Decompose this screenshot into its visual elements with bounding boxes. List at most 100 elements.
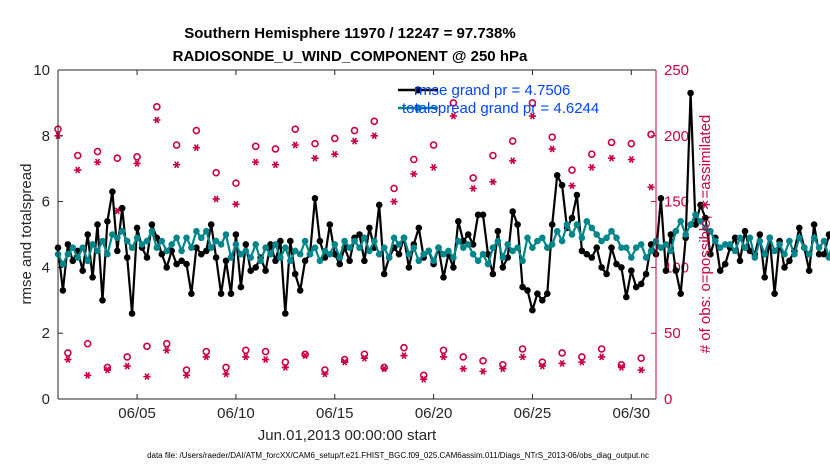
- totalspread-point: [455, 237, 462, 245]
- rmse-point: [593, 244, 600, 251]
- totalspread-point: [371, 237, 378, 245]
- totalspread-point: [366, 247, 373, 255]
- totalspread-point: [613, 234, 620, 242]
- totalspread-point: [247, 254, 254, 261]
- obs-assimilated-point: [133, 159, 141, 167]
- rmse-point: [79, 267, 86, 275]
- totalspread-point: [440, 250, 447, 258]
- obs-possible-point: [508, 137, 517, 145]
- totalspread-point: [341, 237, 348, 245]
- obs-assimilated-point: [93, 158, 102, 166]
- rmse-point: [207, 221, 215, 228]
- totalspread-point: [351, 237, 358, 245]
- rmse-point: [375, 201, 383, 209]
- rmse-point: [193, 244, 200, 251]
- rmse-point: [499, 264, 507, 271]
- totalspread-point: [524, 234, 531, 242]
- obs-assimilated-point: [212, 195, 220, 203]
- obs-possible-point: [64, 349, 72, 357]
- rmse-point: [825, 231, 830, 238]
- obs-assimilated-point: [192, 144, 200, 152]
- obs-possible-point: [597, 345, 606, 353]
- rmse-point: [494, 227, 502, 235]
- x-tick-label: 06/10: [217, 405, 255, 422]
- rmse-point: [578, 247, 586, 255]
- rmse-point: [692, 221, 699, 228]
- rmse-point: [519, 283, 526, 291]
- totalspread-point: [766, 234, 773, 242]
- totalspread-point: [445, 247, 452, 255]
- obs-assimilated-point: [568, 182, 576, 190]
- rmse-point: [242, 241, 250, 248]
- totalspread-point: [642, 254, 650, 261]
- totalspread-point: [311, 244, 319, 251]
- totalspread-point: [662, 241, 670, 248]
- totalspread-point: [712, 237, 719, 245]
- totalspread-point: [509, 247, 516, 255]
- obs-assimilated-point: [331, 150, 339, 158]
- y-right-tick-label: 150: [664, 194, 689, 211]
- totalspread-point: [84, 257, 91, 265]
- rmse-point: [158, 250, 166, 258]
- y-left-tick-label: 2: [42, 325, 50, 342]
- totalspread-point: [94, 247, 101, 255]
- rmse-point: [336, 260, 344, 268]
- rmse-point: [746, 247, 754, 255]
- totalspread-point: [469, 250, 477, 258]
- totalspread-point: [277, 254, 284, 261]
- rmse-point: [697, 201, 704, 209]
- legend-rmse-marker: [414, 86, 422, 94]
- obs-possible-point: [212, 168, 220, 177]
- obs-possible-point: [637, 354, 645, 363]
- y-right-tick-label: 250: [664, 62, 689, 79]
- totalspread-point: [534, 237, 541, 245]
- totalspread-point: [321, 247, 329, 255]
- rmse-point: [731, 234, 739, 242]
- totalspread-point: [810, 234, 818, 242]
- totalspread-point: [815, 244, 823, 251]
- totalspread-point: [736, 234, 744, 242]
- rmse-point: [469, 241, 477, 248]
- obs-possible-point: [281, 358, 290, 366]
- rmse-point: [104, 218, 111, 225]
- rmse-point: [514, 221, 521, 228]
- rmse-series: [54, 89, 830, 317]
- footer-note: data file: /Users/raeder/DAI/ATM_forcXX/…: [147, 451, 649, 460]
- totalspread-point: [771, 247, 778, 255]
- rmse-point: [212, 254, 220, 261]
- totalspread-point: [173, 234, 180, 242]
- rmse-point: [721, 260, 729, 268]
- rmse-point: [301, 257, 309, 265]
- totalspread-point: [118, 227, 126, 235]
- obs-possible-point: [123, 353, 131, 361]
- totalspread-point: [474, 257, 482, 265]
- rmse-point: [771, 290, 778, 298]
- obs-assimilated-point: [123, 362, 131, 370]
- rmse-point: [529, 306, 536, 314]
- totalspread-point: [791, 250, 798, 258]
- obs-possible-point: [607, 138, 616, 147]
- rmse-point: [114, 247, 121, 255]
- totalspread-point: [133, 234, 141, 242]
- obs-assimilated-point: [489, 178, 497, 186]
- rmse-point: [460, 237, 467, 245]
- rmse-point: [173, 260, 180, 268]
- rmse-point: [366, 224, 373, 232]
- totalspread-point: [207, 244, 215, 251]
- y-right-tick-label: 200: [664, 128, 689, 145]
- totalspread-point: [203, 227, 210, 235]
- rmse-point: [252, 264, 259, 271]
- totalspread-point: [99, 237, 106, 245]
- totalspread-point: [420, 250, 428, 258]
- obs-assimilated-point: [548, 145, 556, 153]
- totalspread-point: [637, 241, 645, 248]
- totalspread-point: [519, 257, 526, 265]
- obs-assimilated-point: [430, 163, 438, 171]
- totalspread-point: [578, 234, 586, 242]
- obs-possible-point: [222, 363, 230, 372]
- obs-assimilated-point: [479, 367, 487, 375]
- totalspread-point: [672, 227, 680, 235]
- obs-assimilated-point: [202, 353, 210, 361]
- y-right-tick-label: 50: [664, 325, 681, 342]
- rmse-point: [118, 204, 126, 212]
